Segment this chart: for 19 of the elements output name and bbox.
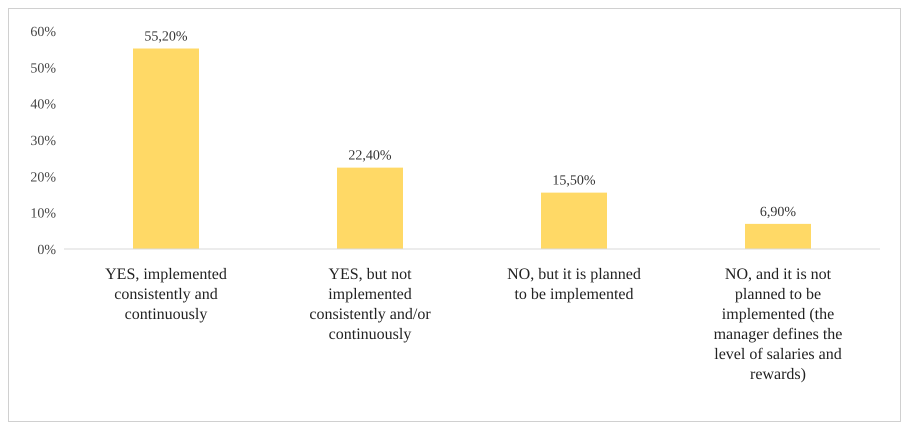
- data-label: 15,50%: [552, 174, 596, 189]
- y-tick-label: 50%: [30, 61, 56, 76]
- data-label: 6,90%: [760, 204, 796, 220]
- y-tick-label: 0%: [37, 242, 56, 258]
- bar: [337, 168, 403, 249]
- x-tick-label: NO, and it is not planned to be implemented (the manager defines the level of salaries and rewards): [714, 266, 842, 383]
- y-tick-label: 60%: [30, 24, 56, 40]
- x-tick-label: YES, but not implemented consistently and/or continuously: [309, 266, 432, 343]
- data-label: 22,40%: [348, 148, 392, 164]
- x-tick-label: YES, implemented consistently and continuously: [105, 266, 227, 323]
- y-tick-label: 30%: [30, 134, 56, 149]
- y-tick-label: 40%: [30, 98, 56, 113]
- x-tick-label: NO, but it is planned to be implemented: [507, 266, 641, 303]
- bar: [133, 48, 199, 249]
- bar: [745, 224, 811, 249]
- y-tick-label: 10%: [30, 206, 56, 222]
- bar: [541, 192, 607, 249]
- data-label: 55,20%: [144, 29, 188, 44]
- y-tick-label: 20%: [30, 170, 56, 186]
